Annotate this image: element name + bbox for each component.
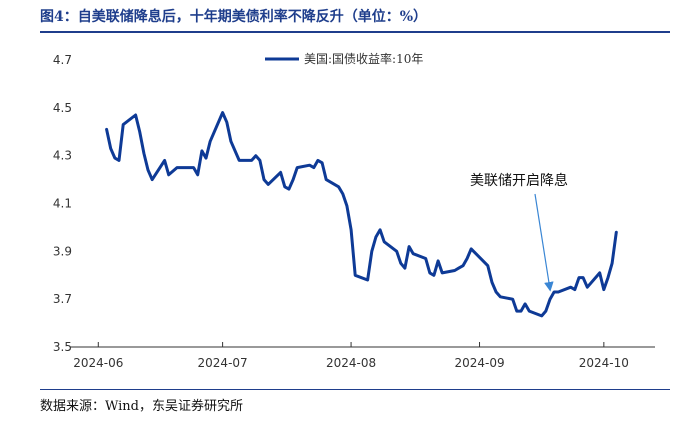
legend: 美国:国债收益率:10年 xyxy=(265,51,423,66)
series-line xyxy=(105,111,618,318)
y-tick-label: 4.7 xyxy=(53,53,72,67)
annotation-text: 美联储开启降息 xyxy=(470,172,568,189)
y-tick-label: 3.5 xyxy=(53,340,72,354)
annotation-arrow xyxy=(534,193,554,292)
header-rule xyxy=(40,31,670,33)
annotation: 美联储开启降息 xyxy=(470,172,568,292)
y-tick-label: 3.9 xyxy=(53,244,72,258)
x-tick-label: 2024-06 xyxy=(73,356,123,370)
x-tick-label: 2024-10 xyxy=(579,356,629,370)
footer-rule xyxy=(40,389,670,390)
legend-label: 美国:国债收益率:10年 xyxy=(304,51,423,66)
x-axis: 2024-06 2024-07 2024-08 2024-09 2024-10 xyxy=(70,342,655,370)
y-tick-label: 3.7 xyxy=(53,292,72,306)
y-axis: 3.5 3.7 3.9 4.1 4.3 4.5 4.7 xyxy=(53,53,72,354)
y-tick-label: 4.3 xyxy=(53,149,72,163)
x-tick-label: 2024-09 xyxy=(454,356,504,370)
series-layer xyxy=(105,111,618,318)
y-tick-label: 4.5 xyxy=(53,101,72,115)
x-tick-label: 2024-07 xyxy=(198,356,248,370)
x-tick-label: 2024-08 xyxy=(326,356,376,370)
y-tick-label: 4.1 xyxy=(53,197,72,211)
chart-title: 图4：自美联储降息后，十年期美债利率不降反升（单位：%） xyxy=(40,9,428,25)
source-note: 数据来源：Wind，东吴证券研究所 xyxy=(40,399,243,414)
